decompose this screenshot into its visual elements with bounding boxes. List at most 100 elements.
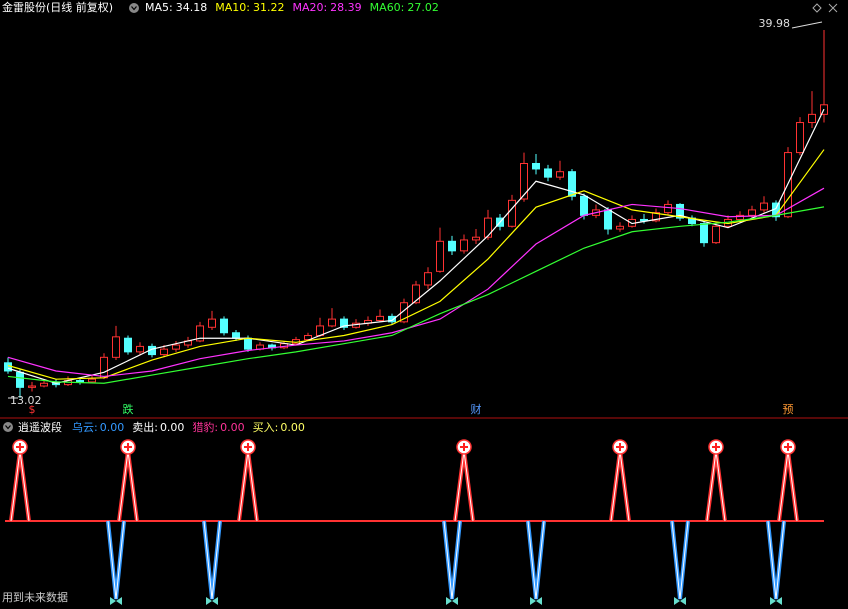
buy-icon	[770, 597, 782, 605]
candle-body	[112, 336, 120, 358]
window-icon[interactable]	[812, 3, 822, 13]
low-label: 13.02	[10, 394, 42, 407]
candle-body	[652, 212, 660, 222]
ma-line	[7, 206, 825, 384]
candle-body	[28, 385, 36, 388]
candle-body	[664, 203, 672, 214]
candle-body	[520, 162, 528, 200]
candle-body	[640, 218, 648, 222]
legend-value: 0.00	[220, 421, 245, 434]
candle-body	[736, 214, 744, 220]
candle-body	[232, 332, 240, 339]
buy-spike-inner	[107, 520, 125, 600]
candle-body	[304, 334, 312, 341]
candle-body	[76, 380, 84, 383]
sell-icon-cross	[784, 443, 792, 451]
legend-value: 34.18	[176, 1, 208, 14]
event-marker: 预	[783, 403, 794, 416]
sell-icon-cross	[16, 443, 24, 451]
legend-name: 猎豹:	[192, 420, 218, 434]
legend-value: 0.00	[160, 421, 185, 434]
sell-icon-cross	[460, 443, 468, 451]
candle-body	[4, 362, 12, 372]
indicator-title: 逍遥波段	[18, 420, 62, 434]
buy-icon	[446, 597, 458, 605]
indicator-note: 用到未来数据	[2, 590, 68, 604]
legend-value: 0.00	[280, 421, 305, 434]
candle-body	[604, 209, 612, 230]
candle-body	[16, 371, 24, 388]
candle-body	[400, 302, 408, 323]
event-marker: 财	[471, 402, 482, 416]
candle-body	[88, 378, 96, 383]
ma-line	[7, 149, 825, 380]
high-label: 39.98	[759, 17, 791, 30]
candle-body	[172, 344, 180, 350]
candle-body	[376, 315, 384, 321]
candle-body	[244, 337, 252, 350]
candle-body	[208, 318, 216, 328]
candle-body	[460, 239, 468, 252]
sell-icon-cross	[244, 443, 252, 451]
legend-name: 买入:	[253, 421, 279, 434]
candle-body	[40, 382, 48, 387]
legend-name: MA60:	[370, 1, 405, 14]
candle-body	[124, 337, 132, 353]
buy-icon	[206, 597, 218, 605]
candle-body	[532, 162, 540, 170]
buy-spike-inner	[203, 520, 221, 600]
legend-name: MA5:	[145, 1, 173, 14]
candle-body	[556, 171, 564, 178]
candle-body	[328, 318, 336, 327]
ma-line	[7, 187, 825, 378]
legend-name: 乌云:	[72, 420, 98, 434]
legend-value: 28.39	[330, 1, 362, 14]
candle-body	[472, 236, 480, 241]
legend-name: 卖出:	[132, 420, 158, 434]
buy-spike-inner	[443, 520, 461, 600]
candle-body	[436, 240, 444, 272]
candle-body	[544, 168, 552, 178]
candle-body	[760, 202, 768, 211]
buy-spike-inner	[671, 520, 689, 600]
candle-body	[748, 209, 756, 216]
close-icon[interactable]	[828, 3, 838, 13]
legend-name: MA20:	[292, 1, 327, 14]
candle-body	[388, 315, 396, 323]
candle-body	[340, 318, 348, 328]
candle-body	[424, 272, 432, 286]
event-marker: $	[29, 403, 36, 416]
legend-name: MA10:	[215, 1, 250, 14]
sell-icon-cross	[616, 443, 624, 451]
dropdown-icon[interactable]	[3, 422, 13, 432]
buy-icon	[530, 597, 542, 605]
dropdown-arrow	[131, 6, 137, 11]
candle-body	[220, 318, 228, 334]
candle-body	[196, 325, 204, 342]
candle-body	[616, 225, 624, 230]
sell-icon-cross	[712, 443, 720, 451]
candle-body	[568, 171, 576, 197]
candle-body	[796, 122, 804, 154]
legend-value: 31.22	[253, 1, 285, 14]
buy-icon	[110, 597, 122, 605]
candle-body	[484, 217, 492, 238]
candle-body	[700, 223, 708, 244]
candle-body	[580, 195, 588, 216]
candle-body	[100, 356, 108, 379]
dropdown-arrow	[5, 425, 11, 430]
candle-body	[712, 225, 720, 244]
candle-body	[508, 199, 516, 227]
dropdown-icon[interactable]	[129, 3, 139, 13]
legend-value: 0.00	[100, 421, 125, 434]
buy-spike-inner	[767, 520, 785, 600]
candle-body	[160, 348, 168, 356]
chart-title: 金雷股份(日线 前复权)	[2, 0, 113, 14]
high-arrow	[791, 21, 823, 29]
candle-body	[136, 345, 144, 353]
candle-body	[448, 240, 456, 252]
candle-body	[676, 203, 684, 219]
candle-body	[412, 284, 420, 304]
